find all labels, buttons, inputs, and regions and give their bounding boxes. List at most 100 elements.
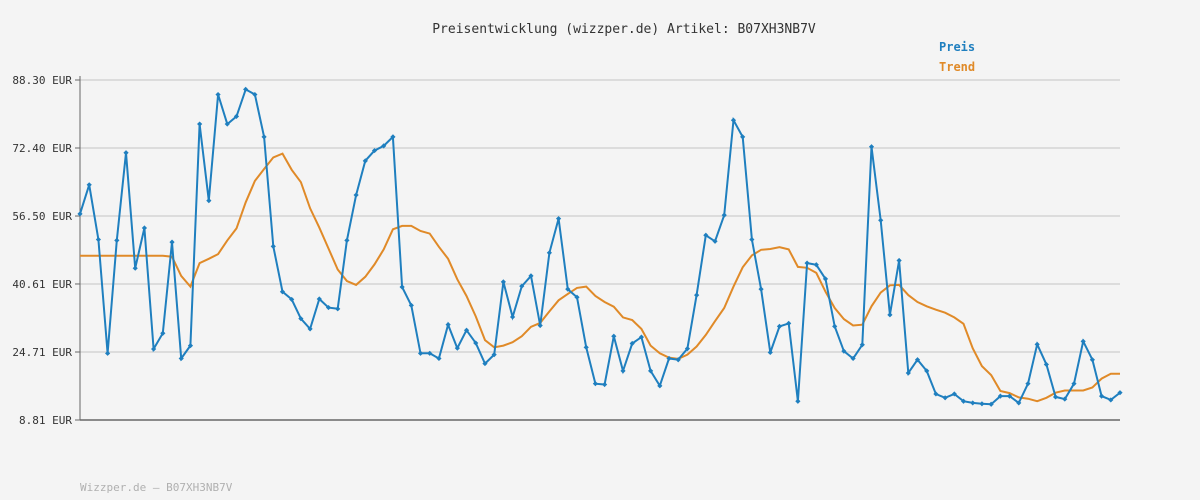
- data-point-preis: [813, 262, 819, 268]
- y-tick-label: 72.40 EUR: [12, 142, 72, 155]
- data-point-preis: [933, 391, 939, 397]
- y-tick-label: 40.61 EUR: [12, 278, 72, 291]
- data-point-preis: [841, 348, 847, 354]
- data-point-preis: [491, 352, 497, 358]
- data-point-preis: [822, 276, 829, 282]
- data-point-preis: [1062, 396, 1068, 402]
- data-point-preis: [298, 316, 304, 322]
- data-point-preis: [896, 257, 902, 264]
- data-point-preis: [574, 294, 580, 300]
- data-point-preis: [436, 355, 442, 362]
- data-point-preis: [638, 334, 645, 340]
- data-point-preis: [602, 381, 608, 388]
- data-point-preis: [758, 286, 764, 292]
- data-point-preis: [141, 225, 148, 231]
- data-point-preis: [399, 284, 405, 290]
- grid-lines: [75, 79, 1120, 421]
- data-point-preis: [666, 355, 672, 362]
- data-point-preis: [740, 134, 746, 140]
- data-point-preis: [1071, 381, 1077, 387]
- data-point-preis: [730, 117, 737, 123]
- data-point-preis: [151, 346, 157, 352]
- series: [77, 86, 1123, 407]
- data-point-preis: [749, 236, 755, 243]
- data-point-preis: [868, 144, 875, 150]
- axes: [79, 76, 1120, 421]
- data-point-preis: [261, 134, 267, 140]
- series-line-preis: [79, 87, 1121, 406]
- data-point-preis: [1025, 381, 1031, 387]
- data-point-preis: [684, 346, 691, 352]
- data-point-preis: [252, 91, 258, 98]
- data-point-preis: [1108, 397, 1114, 403]
- legend-entry-trend: Trend: [939, 60, 975, 74]
- data-point-preis: [832, 323, 838, 329]
- data-point-preis: [721, 212, 727, 218]
- series-line-trend: [80, 152, 1120, 403]
- data-point-preis: [592, 381, 598, 387]
- data-point-preis: [279, 289, 286, 295]
- data-point-preis: [197, 121, 203, 127]
- data-point-preis: [1080, 338, 1086, 344]
- data-point-preis: [307, 326, 313, 332]
- data-point-preis: [694, 292, 700, 298]
- chart-footer: Wizzper.de – B07XH3NB7V: [80, 481, 233, 494]
- data-point-preis: [1089, 357, 1095, 363]
- data-point-preis: [988, 401, 994, 407]
- data-point-preis: [335, 306, 341, 312]
- data-point-preis: [583, 344, 589, 350]
- data-point-preis: [924, 368, 930, 374]
- data-point-preis: [712, 238, 718, 244]
- data-point-preis: [344, 237, 350, 243]
- data-point-preis: [804, 260, 810, 266]
- data-point-preis: [417, 350, 424, 356]
- data-point-preis: [767, 349, 773, 356]
- data-point-preis: [905, 370, 911, 376]
- data-point-preis: [776, 323, 783, 329]
- data-point-preis: [620, 368, 626, 374]
- data-point-preis: [105, 350, 111, 356]
- data-point-preis: [1043, 361, 1049, 368]
- data-point-preis: [509, 314, 516, 320]
- data-point-preis: [160, 330, 166, 336]
- data-point-preis: [997, 393, 1003, 399]
- data-point-preis: [224, 121, 230, 127]
- data-point-preis: [215, 91, 221, 98]
- data-point-preis: [878, 217, 884, 223]
- data-point-preis: [233, 113, 240, 119]
- chart-title: Preisentwicklung (wizzper.de) Artikel: B…: [432, 22, 816, 37]
- data-point-preis: [1034, 341, 1040, 347]
- data-point-preis: [960, 398, 967, 404]
- data-point-preis: [178, 355, 184, 362]
- data-point-preis: [887, 312, 893, 318]
- data-point-preis: [445, 322, 451, 328]
- data-point-preis: [703, 232, 709, 238]
- data-point-preis: [1006, 393, 1013, 399]
- data-point-preis: [859, 342, 865, 348]
- data-point-preis: [1052, 394, 1059, 400]
- data-point-preis: [795, 398, 801, 404]
- data-point-preis: [132, 265, 138, 271]
- data-point-preis: [206, 198, 212, 204]
- data-point-preis: [86, 182, 92, 188]
- data-point-preis: [408, 302, 414, 309]
- y-tick-label: 8.81 EUR: [19, 414, 72, 427]
- data-point-preis: [951, 391, 957, 397]
- data-point-preis: [243, 86, 249, 93]
- data-point-preis: [381, 143, 387, 149]
- y-tick-label: 56.50 EUR: [12, 210, 72, 223]
- data-point-preis: [187, 343, 194, 349]
- data-point-preis: [546, 250, 552, 256]
- data-point-preis: [1117, 390, 1123, 396]
- data-point-preis: [362, 158, 368, 164]
- data-point-preis: [325, 304, 332, 311]
- data-point-preis: [427, 350, 433, 356]
- data-point-preis: [77, 211, 83, 217]
- data-point-preis: [942, 395, 948, 401]
- data-point-preis: [565, 286, 571, 292]
- data-point-preis: [316, 296, 322, 302]
- y-tick-labels: 8.81 EUR 24.71 EUR 40.61 EUR 56.50 EUR 72.40…: [12, 74, 72, 427]
- y-tick-label: 88.30 EUR: [12, 74, 72, 87]
- data-point-preis: [648, 368, 654, 374]
